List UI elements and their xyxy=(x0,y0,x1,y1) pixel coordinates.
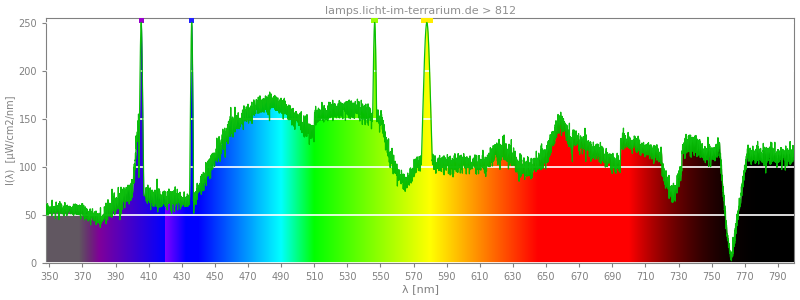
Title: lamps.licht-im-terrarium.de > 812: lamps.licht-im-terrarium.de > 812 xyxy=(325,6,516,16)
X-axis label: λ [nm]: λ [nm] xyxy=(402,284,438,294)
Y-axis label: I(λ)  [μW/cm2/nm]: I(λ) [μW/cm2/nm] xyxy=(6,95,15,185)
Bar xyxy=(46,22,794,70)
Bar xyxy=(46,214,794,262)
Bar xyxy=(46,118,794,166)
